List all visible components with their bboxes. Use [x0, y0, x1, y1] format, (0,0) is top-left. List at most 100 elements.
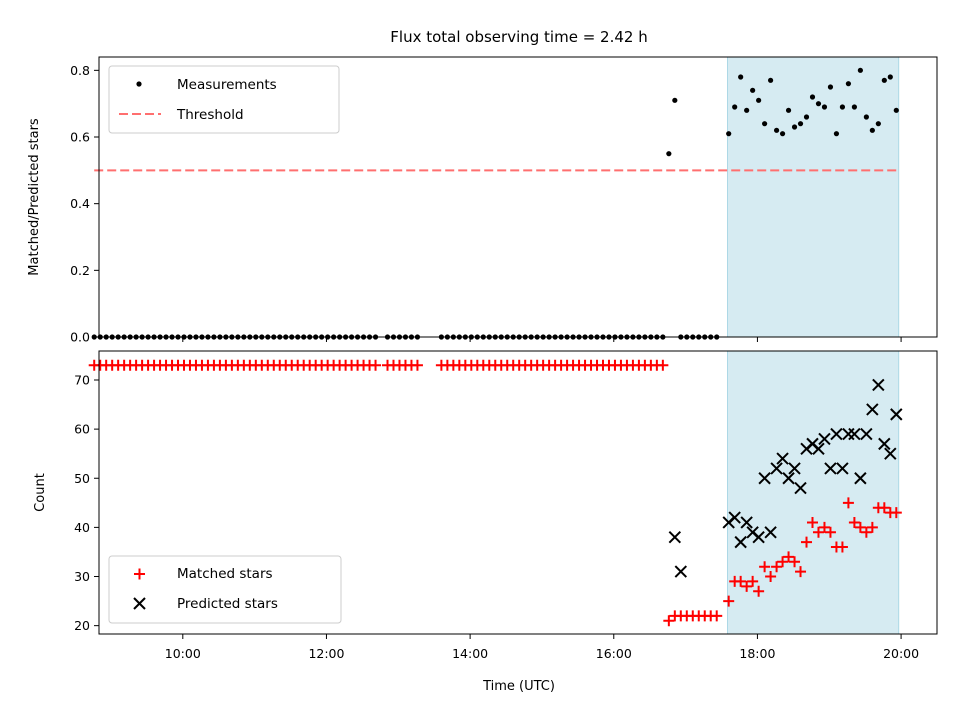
measurement-point: [821, 104, 828, 110]
legend-measurements-label: Measurements: [177, 77, 277, 93]
predicted-star-point: [824, 462, 837, 475]
measurement-point: [893, 107, 899, 113]
x-tick-label: 14:00: [452, 646, 488, 661]
matched-star-point: [854, 521, 866, 533]
measurement-point: [827, 84, 834, 90]
measurement-point: [863, 114, 869, 120]
x-axis-label: Time (UTC): [482, 679, 555, 694]
measurement-point: [875, 121, 881, 127]
legend-matched-label: Matched stars: [177, 566, 273, 582]
matched-star-point: [783, 551, 795, 563]
measurement-point: [666, 151, 672, 157]
predicted-star-point: [728, 511, 741, 524]
measurement-point: [803, 114, 810, 120]
bottom-y-tick-label: 40: [74, 520, 90, 535]
x-tick-label: 20:00: [883, 646, 919, 661]
measurement-point: [845, 81, 852, 87]
measurement-point: [767, 77, 774, 83]
measurement-point: [791, 124, 798, 130]
legend-measurements-marker: [136, 81, 142, 87]
predicted-star-point: [878, 437, 891, 451]
predicted-star-points: [668, 378, 903, 578]
predicted-star-point: [818, 432, 831, 446]
matched-star-point: [806, 516, 818, 528]
legend-predicted-marker: [133, 597, 146, 610]
measurement-point: [738, 74, 744, 80]
measurement-point: [815, 101, 822, 107]
matched-star-point: [753, 585, 765, 597]
top-y-tick-label: 0.2: [70, 263, 90, 278]
measurement-point: [744, 107, 750, 113]
legend-predicted-label: Predicted stars: [177, 596, 278, 612]
predicted-star-point: [830, 427, 843, 441]
measurement-point: [726, 131, 732, 137]
matched-star-point: [812, 526, 824, 538]
top-panel: 0.0 0.2 0.4 0.6 0.8 Measurements Threshold M…: [27, 56, 938, 345]
bottom-panel: 10:00 12:00 14:00 16:00 18:00 20:00 20 30 40 50 60…: [33, 350, 938, 694]
predicted-star-point: [674, 565, 688, 578]
top-panel-frame: [98, 56, 938, 338]
matched-star-point: [890, 507, 902, 519]
predicted-star-point: [788, 462, 801, 475]
measurement-point: [779, 131, 786, 137]
measurement-point: [809, 94, 816, 100]
legend-threshold-label: Threshold: [176, 107, 244, 123]
matched-star-point: [842, 497, 854, 509]
legend-matched-marker: [134, 568, 145, 580]
matched-star-point: [735, 575, 747, 587]
matched-star-point: [370, 359, 382, 371]
bottom-panel-ylabel: Count: [33, 473, 48, 512]
top-panel-ylabel: Matched/Predicted stars: [27, 118, 42, 276]
matched-star-point: [711, 610, 723, 622]
bottom-legend: Matched stars Predicted stars: [108, 555, 342, 624]
observing-window-shade-bottom: [727, 350, 900, 635]
predicted-star-point: [872, 378, 885, 392]
predicted-star-point: [794, 481, 807, 495]
measurement-point: [797, 121, 804, 127]
measurement-point: [732, 104, 738, 110]
predicted-star-point: [752, 531, 765, 544]
bottom-y-tick-label: 20: [74, 618, 90, 633]
matched-star-point: [741, 580, 753, 592]
measurement-point: [773, 127, 780, 133]
matched-star-point: [657, 359, 669, 371]
matched-star-point: [878, 502, 890, 514]
matched-star-point: [860, 526, 872, 538]
bottom-y-tick-label: 70: [74, 372, 90, 387]
top-legend: Measurements Threshold: [108, 65, 340, 134]
predicted-star-point: [854, 472, 867, 485]
predicted-star-point: [740, 516, 753, 529]
top-y-tick-label: 0.6: [70, 130, 90, 145]
measurement-point: [851, 104, 857, 110]
measurement-point: [887, 74, 893, 80]
measurement-point: [869, 127, 875, 133]
predicted-star-point: [770, 462, 783, 475]
matched-star-point: [777, 556, 789, 568]
predicted-star-point: [734, 535, 747, 549]
measurement-point: [839, 104, 846, 110]
bottom-y-tick-label: 50: [74, 471, 90, 486]
measurement-point: [672, 97, 678, 103]
predicted-star-point: [812, 442, 825, 455]
matched-star-point: [771, 561, 783, 573]
measurement-point: [833, 131, 840, 137]
predicted-star-point: [890, 408, 903, 421]
predicted-star-point: [836, 462, 849, 475]
predicted-star-point: [776, 452, 789, 465]
bottom-legend-box: [108, 555, 342, 624]
bottom-panel-frame: [98, 350, 938, 635]
matched-star-point: [789, 556, 801, 568]
matched-star-point: [866, 521, 878, 533]
x-tick-label: 16:00: [596, 646, 632, 661]
predicted-star-point: [866, 403, 879, 416]
predicted-star-point: [782, 472, 795, 485]
predicted-star-point: [764, 526, 777, 539]
chart-title: Flux total observing time = 2.42 h: [390, 28, 647, 46]
matched-star-points: [88, 359, 902, 627]
x-tick-label: 18:00: [739, 646, 775, 661]
predicted-star-point: [884, 447, 897, 460]
matched-star-point: [723, 595, 735, 607]
predicted-star-point: [848, 427, 861, 441]
matched-star-point: [818, 521, 830, 533]
matched-star-point: [836, 541, 848, 553]
